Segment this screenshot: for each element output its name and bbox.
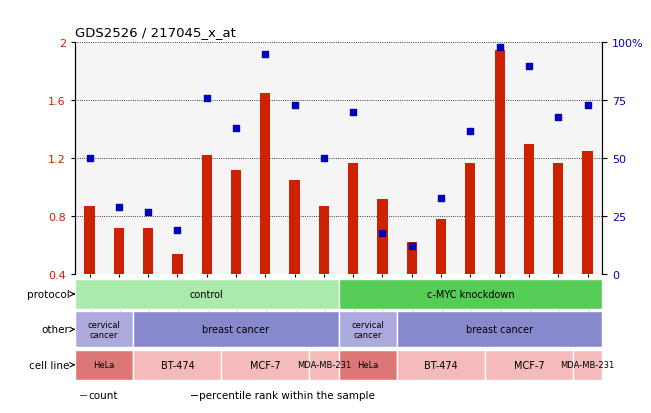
Text: control: control (190, 289, 223, 299)
Bar (573, 350, 602, 380)
Text: MCF-7: MCF-7 (250, 360, 281, 370)
Point (231, 126, 242, 132)
Text: count: count (89, 390, 118, 401)
Bar (221, 350, 309, 380)
Bar (231, 171, 241, 275)
Text: MCF-7: MCF-7 (514, 360, 544, 370)
Text: HeLa: HeLa (94, 361, 115, 369)
Bar (309, 350, 339, 380)
Bar (436, 220, 446, 275)
Bar (75, 280, 339, 309)
Bar (553, 163, 563, 275)
Bar (80, 395, 87, 396)
Bar (75, 350, 133, 380)
Text: HeLa: HeLa (357, 361, 378, 369)
Bar (290, 180, 299, 275)
Bar (85, 206, 94, 275)
Bar (202, 156, 212, 275)
Bar (319, 206, 329, 275)
Point (378, 230, 388, 236)
Bar (339, 280, 602, 309)
Bar (173, 254, 182, 275)
Point (202, 95, 212, 102)
Text: c-MYC knockdown: c-MYC knockdown (426, 289, 514, 299)
Text: cervical
cancer: cervical cancer (352, 320, 384, 339)
Bar (191, 395, 197, 396)
Bar (495, 50, 505, 275)
Point (436, 195, 447, 202)
Point (143, 209, 154, 216)
Bar (524, 145, 534, 275)
Text: breast cancer: breast cancer (466, 325, 533, 335)
Bar (407, 243, 417, 275)
Bar (133, 350, 221, 380)
Bar (485, 350, 573, 380)
Point (583, 102, 593, 109)
Text: other: other (42, 325, 70, 335)
Text: BT-474: BT-474 (161, 360, 194, 370)
Bar (397, 312, 602, 347)
Point (319, 156, 329, 162)
Point (85, 156, 95, 162)
Bar (260, 94, 270, 275)
Text: protocol: protocol (27, 289, 70, 299)
Point (523, 63, 534, 70)
Bar (397, 350, 485, 380)
Point (406, 244, 417, 250)
Bar (465, 163, 475, 275)
Text: MDA-MB-231: MDA-MB-231 (561, 361, 615, 369)
Text: GDS2526 / 217045_x_at: GDS2526 / 217045_x_at (75, 26, 236, 39)
Bar (75, 312, 133, 347)
Text: percentile rank within the sample: percentile rank within the sample (199, 390, 375, 401)
Bar (583, 152, 592, 275)
Bar (133, 312, 339, 347)
Point (114, 204, 124, 211)
Point (465, 128, 476, 135)
Text: breast cancer: breast cancer (202, 325, 270, 335)
Point (173, 228, 183, 234)
Point (348, 109, 358, 116)
Point (260, 52, 271, 58)
Bar (378, 199, 387, 275)
Point (495, 45, 505, 51)
Text: cervical
cancer: cervical cancer (88, 320, 120, 339)
Text: cell line: cell line (29, 360, 70, 370)
Point (289, 102, 299, 109)
Text: BT-474: BT-474 (424, 360, 458, 370)
Bar (348, 163, 358, 275)
Point (553, 114, 564, 121)
Bar (143, 228, 153, 275)
Bar (339, 312, 397, 347)
Text: MDA-MB-231: MDA-MB-231 (297, 361, 351, 369)
Bar (339, 350, 397, 380)
Bar (114, 228, 124, 275)
